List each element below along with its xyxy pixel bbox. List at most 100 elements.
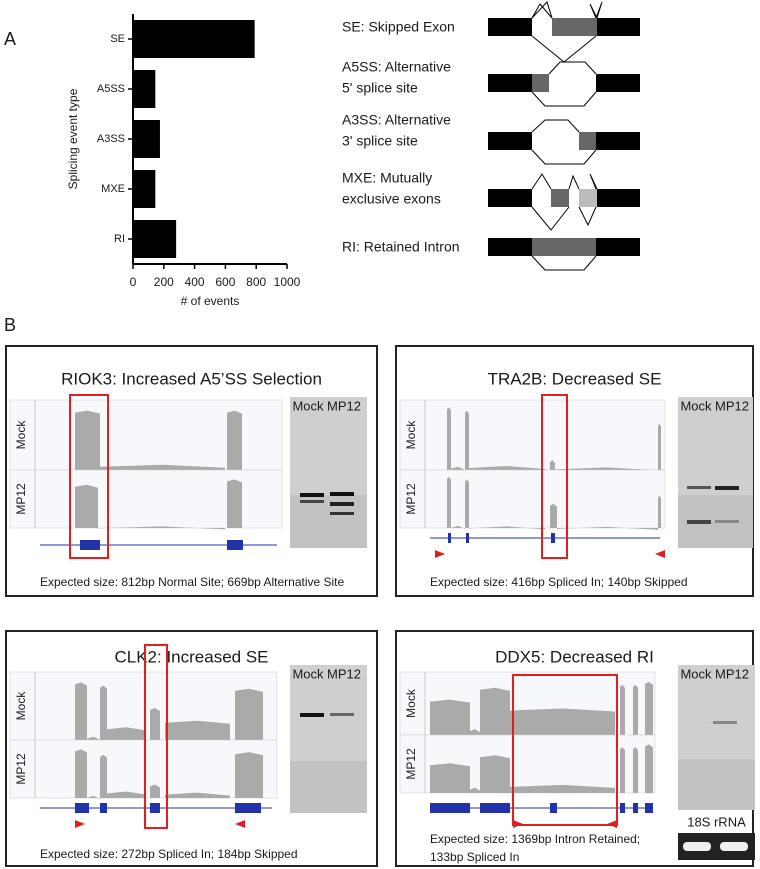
bar	[133, 120, 160, 158]
gene-exon	[100, 803, 107, 813]
primer	[435, 550, 445, 558]
exon	[488, 238, 532, 256]
junction	[531, 91, 597, 107]
gel-label: Mock	[680, 666, 712, 681]
highlight-box	[541, 394, 568, 559]
gene-exon	[235, 803, 261, 813]
highlight-box	[144, 644, 168, 829]
gel-band	[687, 520, 711, 524]
event-label: 3' splice site	[342, 133, 418, 149]
exon	[488, 74, 532, 92]
coverage	[430, 681, 653, 735]
exon	[488, 18, 532, 36]
event-label: RI: Retained Intron	[342, 239, 460, 255]
junction	[531, 35, 597, 63]
caption: Expected size: 1369bp Intron Retained;	[430, 832, 640, 846]
gel-band	[713, 721, 737, 724]
track-label: Mock	[14, 420, 28, 450]
coverage	[75, 479, 242, 530]
gene-exon	[150, 803, 160, 813]
y-tick-label: A5SS	[97, 83, 125, 95]
gene-exon	[466, 533, 469, 543]
x-tick-label: 400	[185, 275, 205, 289]
y-tick-label: RI	[114, 233, 125, 245]
junction	[548, 61, 597, 75]
track-label: Mock	[404, 420, 418, 450]
event-label: 5' splice site	[342, 80, 418, 96]
panel-label: B	[4, 315, 16, 335]
highlight-box	[512, 674, 618, 826]
track-label: MP12	[404, 483, 418, 515]
panel-title: TRA2B: Decreased SE	[488, 369, 662, 388]
exon	[596, 132, 640, 150]
gel-panel: RIOK3: Increased A5’SS SelectionMockMP12…	[5, 345, 378, 597]
track-label: MP12	[14, 483, 28, 515]
gel-band	[300, 713, 324, 717]
event-label: MXE: Mutually	[342, 170, 432, 186]
gene-exon	[80, 540, 100, 550]
panel-title: CLK2: Increased SE	[114, 647, 268, 666]
gene-exon	[551, 533, 555, 543]
track-label: Mock	[404, 688, 418, 718]
gel-band	[687, 486, 711, 489]
panel-label: A	[4, 29, 16, 49]
gene-exon	[75, 803, 89, 813]
gel-label: Mock	[292, 666, 324, 681]
y-axis-label: Splicing event type	[66, 88, 80, 189]
gene-exon	[448, 533, 451, 543]
gel-band	[687, 721, 711, 724]
caption: Expected size: 272bp Spliced In; 184bp S…	[40, 847, 298, 861]
gene-exon	[620, 803, 625, 813]
junction	[589, 3, 598, 19]
junction	[531, 173, 552, 190]
track-bg	[399, 399, 666, 471]
gel-label: MP12	[327, 398, 361, 413]
caption: Expected size: 416bp Spliced In; 140bp S…	[430, 575, 688, 589]
junction	[531, 1, 553, 19]
event-label: exclusive exons	[342, 191, 441, 207]
gel-label: Mock	[680, 398, 712, 413]
gel-label: MP12	[327, 666, 361, 681]
y-tick-label: SE	[110, 33, 125, 45]
x-tick-label: 600	[215, 275, 235, 289]
panel-title: DDX5: Decreased RI	[495, 647, 654, 666]
panel-title: RIOK3: Increased A5’SS Selection	[61, 369, 322, 388]
event-label: A5SS: Alternative	[342, 59, 451, 75]
track-label: MP12	[14, 753, 28, 785]
track-bg	[9, 671, 278, 741]
gel-band	[683, 842, 711, 851]
junction	[595, 1, 603, 19]
gel-band	[300, 500, 324, 503]
coverage	[75, 410, 242, 470]
gel-band	[300, 493, 324, 497]
junction	[578, 206, 597, 227]
gene-exon	[550, 803, 557, 813]
junction	[531, 255, 597, 271]
track-label: MP12	[404, 748, 418, 780]
gene-exon	[480, 803, 510, 813]
y-tick-label: A3SS	[97, 133, 125, 145]
exon	[488, 132, 532, 150]
track-bg	[9, 739, 278, 799]
junction	[531, 206, 570, 231]
primer	[75, 820, 85, 828]
gene-exon	[633, 803, 638, 813]
primer	[655, 550, 665, 558]
exon	[532, 238, 596, 256]
x-tick-label: 800	[246, 275, 266, 289]
y-tick-label: MXE	[101, 183, 125, 195]
x-tick-label: 1000	[274, 275, 301, 289]
gel-fade	[678, 759, 755, 810]
panel-border	[5, 630, 378, 867]
gel-label: MP12	[715, 398, 749, 413]
x-axis-label: # of events	[181, 294, 240, 308]
x-tick-label: 200	[154, 275, 174, 289]
gel-label: Mock	[292, 398, 324, 413]
exon	[596, 238, 640, 256]
coverage	[75, 682, 263, 740]
gel-band	[720, 842, 748, 851]
junction	[568, 174, 580, 190]
exon	[488, 189, 532, 207]
